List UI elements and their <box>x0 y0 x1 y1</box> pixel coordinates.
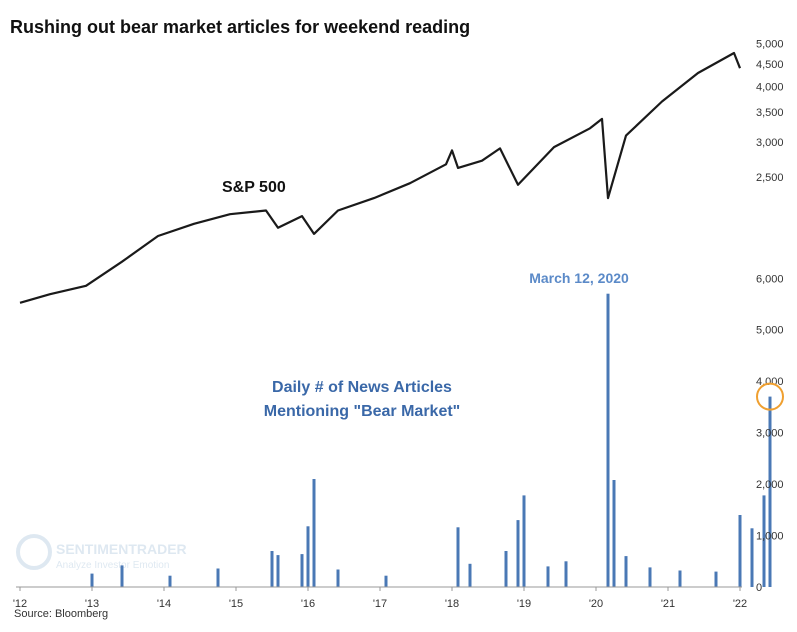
article-bar <box>750 528 754 587</box>
article-bar <box>762 495 766 587</box>
y-tick-label: 4,000 <box>756 82 784 94</box>
article-bar <box>306 526 310 587</box>
article-bar <box>516 520 520 587</box>
x-tick-label: '12 <box>13 598 27 610</box>
article-bar <box>90 573 94 587</box>
watermark: SENTIMENTRADER Analyze Investor Emotion <box>16 534 187 571</box>
article-bar <box>678 570 682 587</box>
y-tick-label: 2,000 <box>756 479 784 491</box>
y-tick-label: 0 <box>756 582 762 594</box>
y-tick-label: 3,000 <box>756 428 784 440</box>
x-axis: '12 '13 '14 '15 '16 '17 '18 '19 '20 '21 '22 <box>13 587 747 610</box>
article-bar <box>276 555 280 587</box>
article-bar <box>216 568 220 587</box>
recent-spike-highlight <box>756 382 784 411</box>
article-bar <box>384 575 388 587</box>
article-bar <box>504 551 508 587</box>
chart-title: Rushing out bear market articles for wee… <box>10 17 470 37</box>
articles-series-label-line1: Daily # of News Articles <box>272 379 452 396</box>
article-bar <box>120 565 124 587</box>
article-bar <box>564 561 568 587</box>
y-tick-label: 5,000 <box>756 39 784 51</box>
x-tick-label: '18 <box>445 598 459 610</box>
article-bar <box>546 566 550 587</box>
x-tick-label: '17 <box>373 598 387 610</box>
x-tick-label: '20 <box>589 598 603 610</box>
x-tick-label: '21 <box>661 598 675 610</box>
article-bar <box>168 575 172 587</box>
article-bar <box>456 527 460 587</box>
watermark-tagline: Analyze Investor Emotion <box>56 560 169 571</box>
article-bar <box>606 293 610 587</box>
article-bars <box>16 293 772 588</box>
article-bar <box>270 551 274 587</box>
article-bar <box>768 396 772 587</box>
article-bar <box>714 571 718 587</box>
articles-series-label-line2: Mentioning "Bear Market" <box>264 403 461 420</box>
article-bar <box>624 556 628 587</box>
y-tick-label: 3,500 <box>756 107 784 119</box>
x-tick-label: '22 <box>733 598 747 610</box>
source-note: Source: Bloomberg <box>14 608 108 620</box>
sp500-line-group <box>19 51 742 304</box>
sp500-line <box>19 51 742 304</box>
article-bar <box>738 515 742 587</box>
y-tick-label: 1,000 <box>756 531 784 543</box>
y-tick-label: 4,500 <box>756 59 784 71</box>
y-tick-label: 5,000 <box>756 325 784 337</box>
spike-annotation: March 12, 2020 <box>529 270 629 286</box>
watermark-brand: SENTIMENTRADER <box>56 541 187 557</box>
x-tick-label: '19 <box>517 598 531 610</box>
article-bar <box>612 480 616 587</box>
article-bar <box>648 567 652 587</box>
sp500-y-axis: 2,500 3,000 3,500 4,000 4,500 5,000 <box>756 39 784 185</box>
x-tick-label: '13 <box>85 598 99 610</box>
x-tick-label: '16 <box>301 598 315 610</box>
watermark-logo-icon <box>16 534 52 570</box>
y-tick-label: 2,500 <box>756 172 784 184</box>
article-bar <box>468 563 472 587</box>
article-bar <box>336 569 340 587</box>
article-bar <box>300 554 304 587</box>
x-tick-label: '15 <box>229 598 243 610</box>
x-tick-label: '14 <box>157 598 171 610</box>
y-tick-label: 3,000 <box>756 137 784 149</box>
article-bar <box>312 479 316 587</box>
article-bar <box>522 495 526 587</box>
sp500-series-label: S&P 500 <box>222 179 286 196</box>
y-tick-label: 6,000 <box>756 273 784 285</box>
